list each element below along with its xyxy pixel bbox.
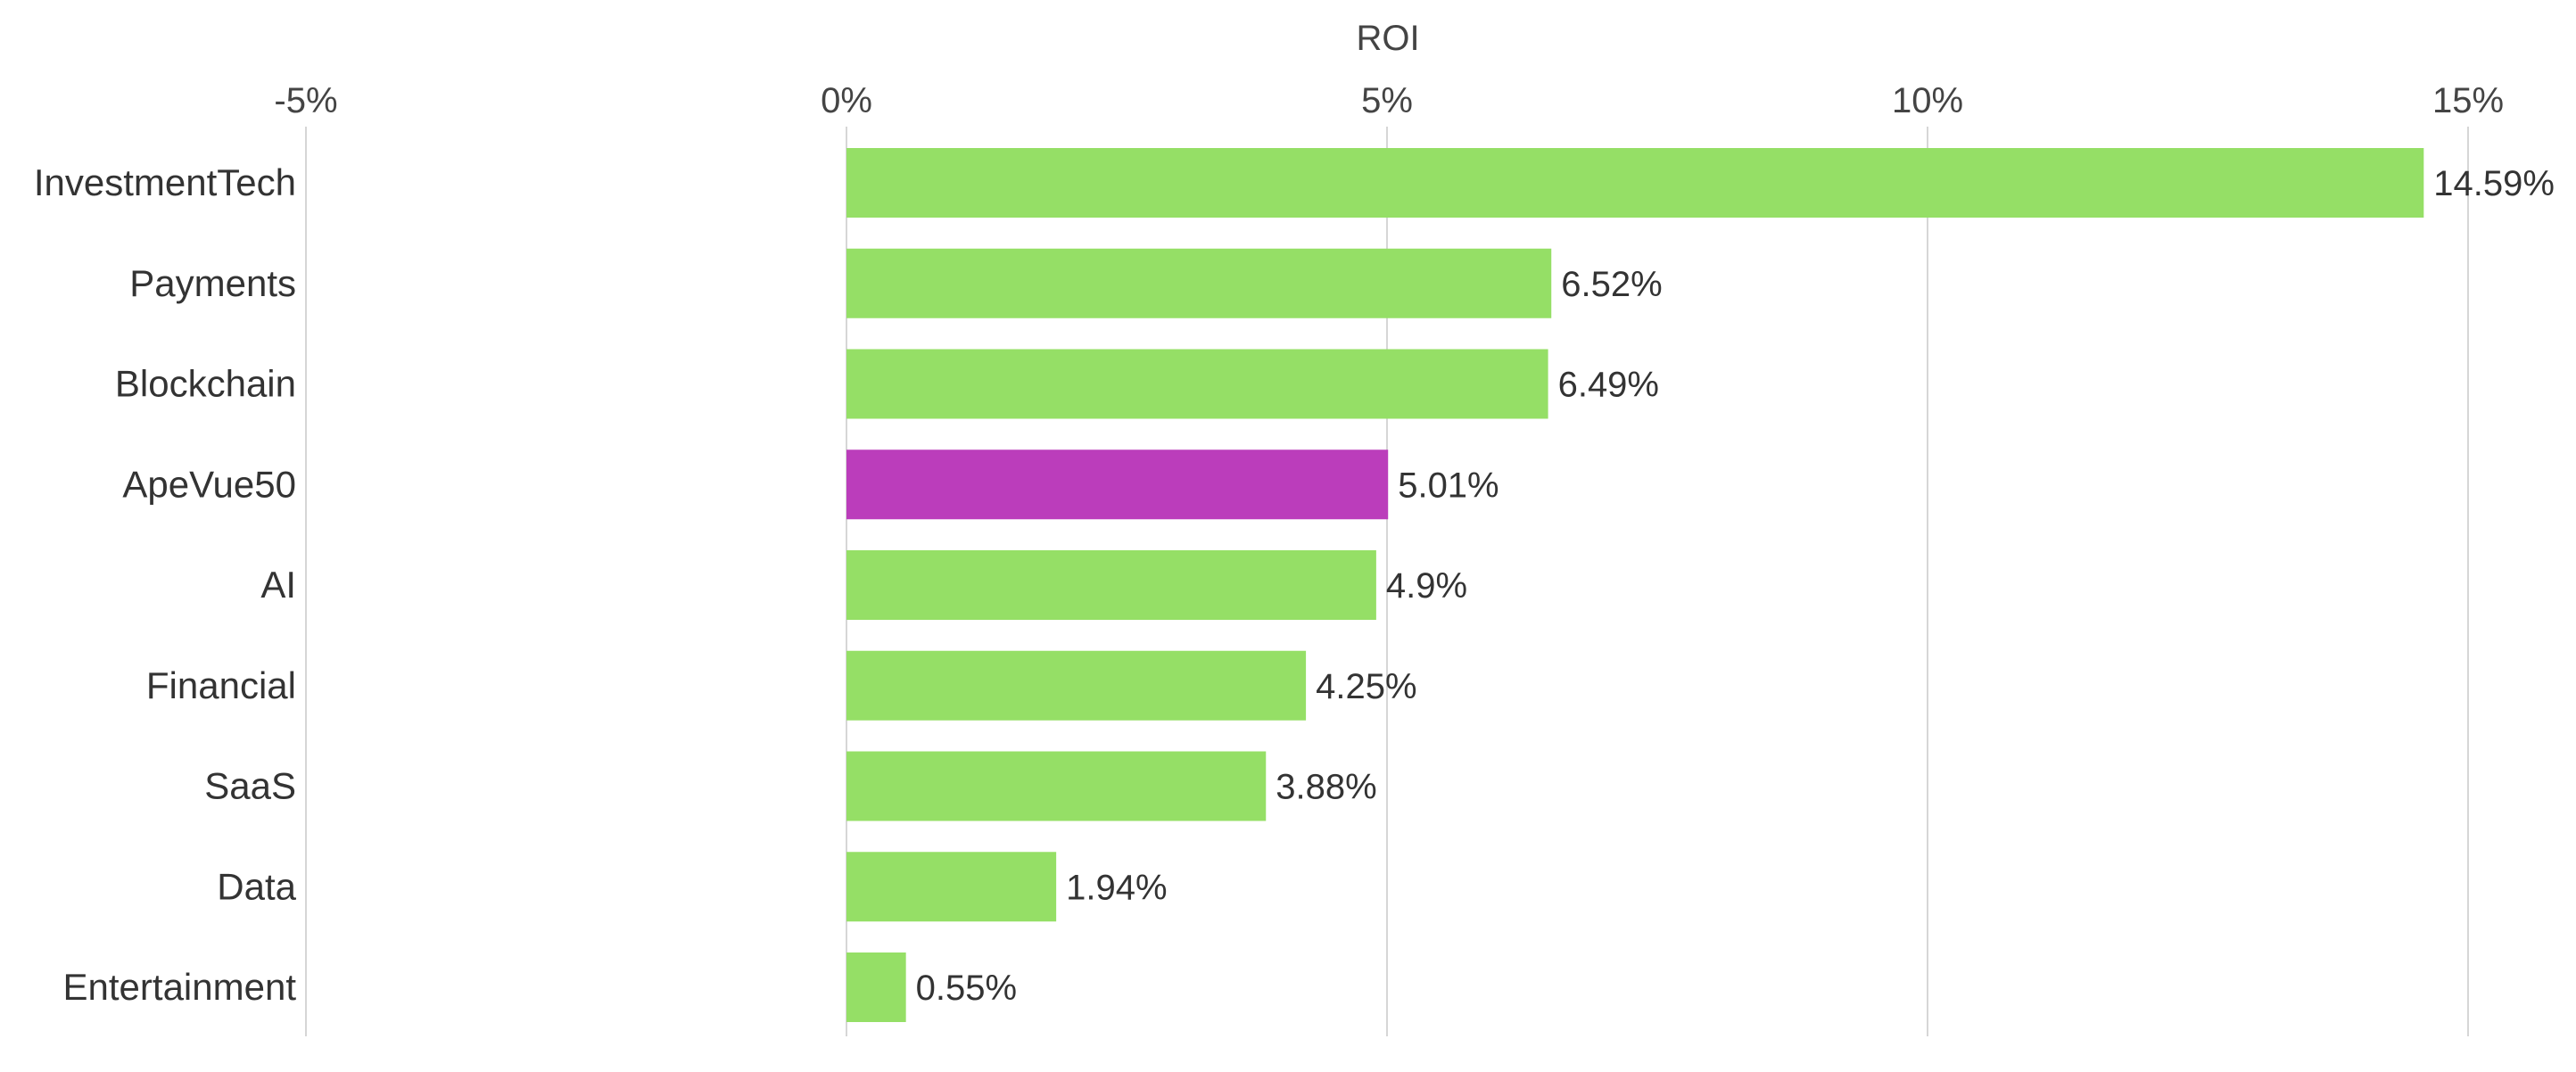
data-label: 0.55% — [916, 969, 1017, 1008]
x-tick-label: -5% — [274, 81, 337, 120]
bar-financial — [846, 650, 1307, 721]
category-label: Financial — [146, 664, 296, 706]
bar-saas — [846, 751, 1267, 821]
bar-data — [846, 852, 1057, 922]
x-axis-title: ROI — [1356, 19, 1419, 58]
category-label: AI — [260, 564, 296, 606]
category-labels: InvestmentTech Payments Blockchain ApeVue50… — [34, 161, 297, 1008]
category-label: SaaS — [204, 765, 296, 807]
data-label: 5.01% — [1398, 466, 1499, 505]
data-label: 14.59% — [2433, 164, 2555, 203]
bar-payments — [846, 248, 1552, 318]
data-labels: 14.59% 6.52% 6.49% 5.01% 4.9% 4.25% 3.88% 1.94%… — [916, 164, 2555, 1008]
category-label: Data — [217, 865, 296, 907]
category-label: ApeVue50 — [122, 463, 296, 505]
data-label: 4.9% — [1386, 566, 1467, 606]
category-label: Payments — [129, 262, 296, 304]
bar-entertainment — [846, 952, 906, 1022]
category-label: Entertainment — [63, 966, 297, 1008]
data-label: 3.88% — [1276, 768, 1376, 807]
x-axis-ticks: -5% 0% 5% 10% 15% — [274, 81, 2504, 120]
x-tick-label: 15% — [2432, 81, 2504, 120]
data-label: 6.49% — [1558, 366, 1659, 405]
x-tick-label: 10% — [1892, 81, 1963, 120]
x-tick-label: 5% — [1361, 81, 1413, 120]
data-label: 1.94% — [1066, 868, 1167, 907]
data-label: 4.25% — [1316, 667, 1416, 706]
x-tick-label: 0% — [821, 81, 872, 120]
bars — [846, 148, 2424, 1022]
bar-investmenttech — [846, 148, 2424, 218]
category-label: Blockchain — [115, 363, 296, 405]
bar-blockchain — [846, 349, 1548, 419]
data-label: 6.52% — [1561, 265, 1662, 304]
bar-ai — [846, 550, 1376, 620]
bar-apevue50 — [846, 449, 1389, 520]
category-label: InvestmentTech — [34, 161, 296, 203]
